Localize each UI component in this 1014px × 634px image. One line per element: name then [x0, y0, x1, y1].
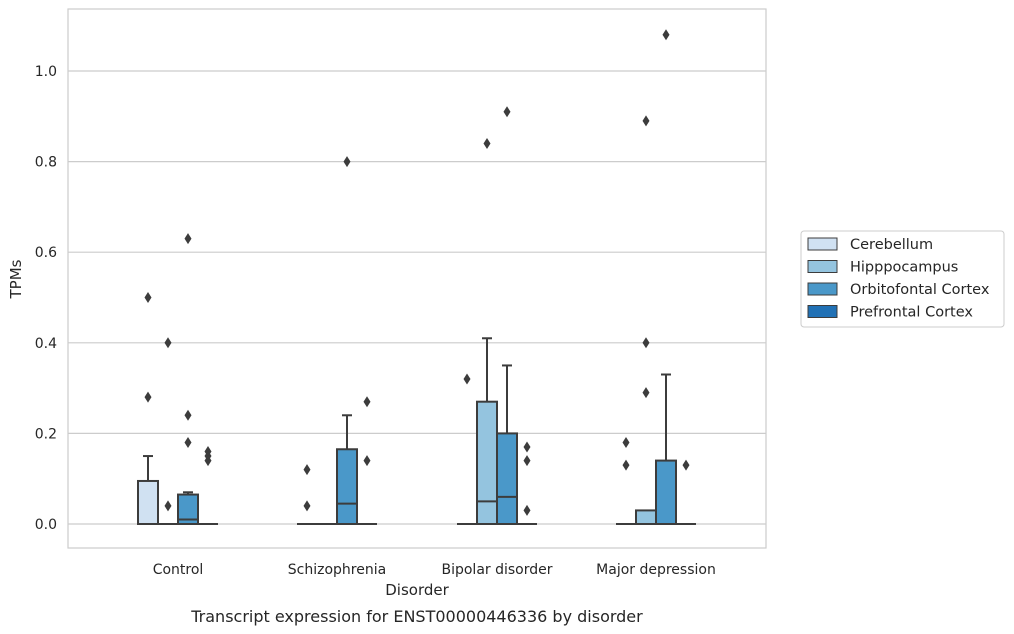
box-1-0	[158, 337, 178, 525]
outlier-point	[204, 455, 212, 467]
outlier-point	[642, 115, 650, 127]
gridlines	[68, 70, 766, 525]
y-axis-label: TPMs	[7, 259, 25, 299]
figure-caption: Transcript expression for ENST0000044633…	[190, 607, 643, 626]
outlier-point	[363, 455, 371, 467]
outlier-point	[622, 436, 630, 448]
outlier-point	[144, 391, 152, 403]
box-2-3	[655, 29, 677, 525]
box-2-2	[496, 106, 518, 525]
outlier-point	[483, 137, 491, 149]
box-3-3	[676, 459, 696, 525]
outlier-point	[164, 500, 172, 512]
box-1-3	[635, 115, 657, 526]
legend-label: Orbitofontal Cortex	[850, 282, 990, 298]
outlier-point	[523, 455, 531, 467]
y-tick-label: 0.4	[35, 336, 57, 352]
y-tick-label: 0.6	[35, 245, 57, 261]
x-tick-label: Schizophrenia	[288, 562, 386, 578]
x-tick-label: Major depression	[596, 562, 716, 578]
y-tick-label: 0.0	[35, 517, 57, 533]
outlier-point	[184, 409, 192, 421]
outlier-point	[184, 233, 192, 245]
x-tick-label: Control	[153, 562, 204, 578]
outlier-point	[463, 373, 471, 385]
box-body	[177, 493, 199, 525]
box-2-0	[177, 233, 199, 525]
outlier-point	[523, 441, 531, 453]
legend-label: Prefrontal Cortex	[850, 305, 973, 321]
y-tick-label: 0.2	[35, 426, 57, 442]
box-body	[476, 400, 498, 525]
outlier-point	[184, 436, 192, 448]
outlier-point	[303, 464, 311, 476]
legend-frame	[800, 230, 1005, 328]
legend-swatch	[807, 282, 838, 296]
outlier-point	[642, 387, 650, 399]
outlier-point	[682, 459, 690, 471]
box-marks	[137, 29, 696, 526]
box-body	[635, 509, 657, 526]
outlier-point	[622, 459, 630, 471]
box-body	[496, 432, 518, 525]
outlier-point	[503, 106, 511, 118]
box-3-0	[198, 446, 218, 525]
outlier-point	[303, 500, 311, 512]
box-3-1	[357, 396, 377, 525]
outlier-point	[662, 29, 670, 41]
y-tick-label: 1.0	[35, 64, 57, 80]
x-tick-label: Bipolar disorder	[441, 562, 552, 578]
box-0-3	[616, 436, 636, 525]
plot-area-frame	[67, 8, 767, 549]
box-1-2	[476, 137, 498, 525]
outlier-point	[642, 337, 650, 349]
x-tick-labels: Control Schizophrenia Bipolar disorder Majo…	[153, 562, 716, 578]
box-body	[336, 448, 358, 526]
x-axis-label: Disorder	[385, 581, 449, 599]
box-0-1	[297, 464, 317, 525]
outlier-point	[164, 337, 172, 349]
box-0-2	[457, 373, 477, 525]
outlier-point	[363, 396, 371, 408]
legend: Cerebellum Hipppocampus Orbitofontal Corte…	[800, 230, 1005, 328]
legend-swatch	[807, 237, 838, 251]
outlier-point	[144, 292, 152, 303]
box-body	[137, 479, 159, 525]
box-body	[655, 459, 677, 525]
y-tick-labels: 0.0 0.2 0.4 0.6 0.8 1.0	[35, 64, 57, 533]
legend-label: Hipppocampus	[850, 260, 958, 276]
y-tick-label: 0.8	[35, 155, 57, 171]
box-0-0	[137, 292, 159, 525]
legend-swatch	[807, 260, 838, 273]
box-2-1	[336, 156, 358, 526]
legend-label: Cerebellum	[850, 237, 933, 253]
box-3-2	[517, 441, 537, 525]
outlier-point	[343, 156, 351, 168]
legend-swatch	[807, 305, 838, 318]
outlier-point	[523, 504, 531, 516]
